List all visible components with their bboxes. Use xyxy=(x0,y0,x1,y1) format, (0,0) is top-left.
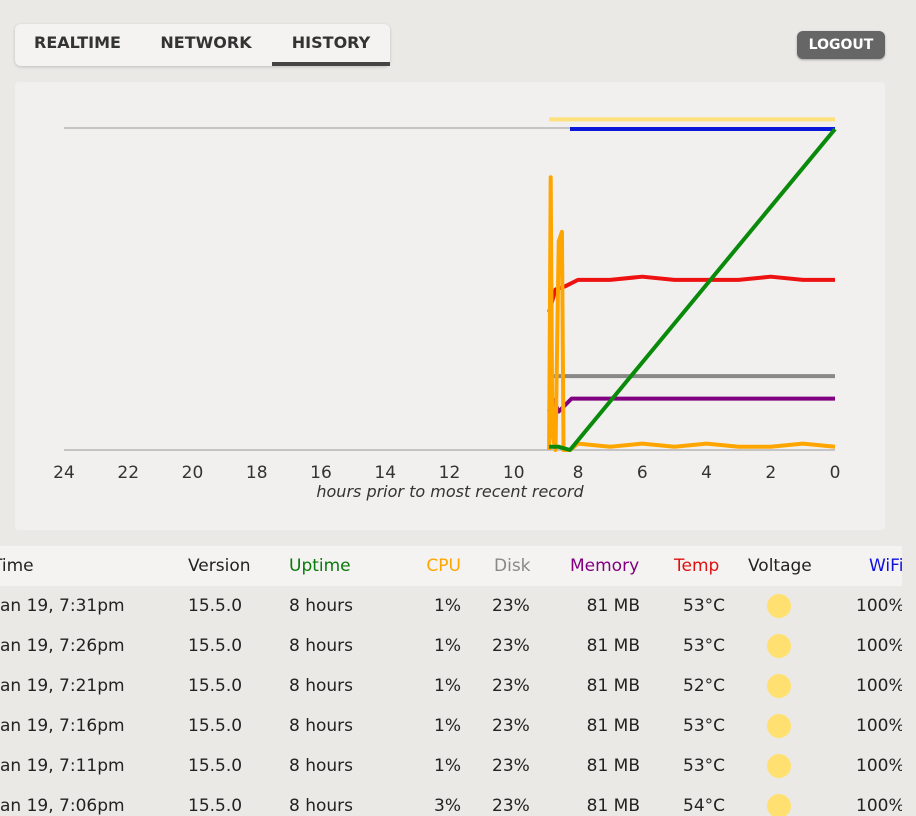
x-tick-label: 16 xyxy=(310,463,332,483)
table-cell: 23% xyxy=(492,796,530,816)
table-cell: 23% xyxy=(492,716,530,736)
x-tick-label: 12 xyxy=(439,463,461,483)
x-tick-label: 10 xyxy=(503,463,525,483)
table-cell: 8 hours xyxy=(289,756,354,776)
table-cell: 15.5.0 xyxy=(188,636,243,656)
table-cell: Jan 19, 7:16pm xyxy=(0,716,125,736)
x-tick-label: 2 xyxy=(765,463,776,483)
tab-active[interactable]: HISTORY xyxy=(272,24,390,66)
voltage-indicator xyxy=(767,634,791,658)
table-cell: 8 hours xyxy=(289,716,354,736)
table-cell: Jan 19, 7:11pm xyxy=(0,756,125,776)
voltage-indicator xyxy=(767,794,791,816)
x-tick-label: 22 xyxy=(117,463,139,483)
table-header xyxy=(0,546,902,586)
tab[interactable]: NETWORK xyxy=(160,33,252,52)
x-tick-label: 20 xyxy=(182,463,204,483)
x-tick-label: 18 xyxy=(246,463,268,483)
column-header: Version xyxy=(188,556,251,576)
table-cell: 100% xyxy=(856,636,902,656)
table-cell: 100% xyxy=(856,596,902,616)
column-header: Time xyxy=(0,556,34,576)
series-line xyxy=(547,175,836,452)
table-cell: 1% xyxy=(434,756,461,776)
table-cell: 53°C xyxy=(683,636,726,656)
table-cell: 23% xyxy=(492,596,530,616)
table-cell: 15.5.0 xyxy=(188,596,243,616)
table-cell: 53°C xyxy=(683,596,726,616)
table-cell: Jan 19, 7:06pm xyxy=(0,796,125,816)
table-cell: 53°C xyxy=(683,756,726,776)
x-tick-label: 8 xyxy=(573,463,584,483)
voltage-indicator xyxy=(767,594,791,618)
column-header: Temp xyxy=(674,556,720,576)
x-tick-label: 4 xyxy=(701,463,712,483)
column-header: CPU xyxy=(426,556,461,576)
column-header: Voltage xyxy=(748,556,812,576)
table-cell: 53°C xyxy=(683,716,726,736)
table-cell: 1% xyxy=(434,596,461,616)
voltage-indicator xyxy=(767,674,791,698)
table-cell: 54°C xyxy=(683,796,726,816)
voltage-indicator xyxy=(767,714,791,738)
column-header: Uptime xyxy=(289,556,351,576)
tab[interactable]: REALTIME xyxy=(34,33,121,52)
table-cell: 100% xyxy=(856,756,902,776)
x-axis-label: hours prior to most recent record xyxy=(316,482,584,501)
series-line xyxy=(547,274,835,313)
column-header: Memory xyxy=(570,556,640,576)
series-line xyxy=(547,396,835,414)
table-cell: 8 hours xyxy=(289,796,354,816)
table-cell: 81 MB xyxy=(586,716,640,736)
table-cell: 81 MB xyxy=(586,756,640,776)
table-cell: 3% xyxy=(434,796,461,816)
x-tick-label: 6 xyxy=(637,463,648,483)
table-cell: 8 hours xyxy=(289,636,354,656)
history-table: Time Version Uptime CPU Disk Memory Temp Voltag… xyxy=(0,546,902,816)
table-cell: 23% xyxy=(492,676,530,696)
table-cell: 1% xyxy=(434,636,461,656)
table-cell: 100% xyxy=(856,716,902,736)
table-cell: 100% xyxy=(856,796,902,816)
table-cell: 15.5.0 xyxy=(188,756,243,776)
table-cell: Jan 19, 7:26pm xyxy=(0,636,125,656)
table-cell: 1% xyxy=(434,716,461,736)
chart-card: hours prior to most recent record 24 22 20… xyxy=(15,82,885,530)
tab-bar: REALTIME NETWORK HISTORY xyxy=(15,24,390,66)
column-header: Disk xyxy=(494,556,531,576)
table-cell: 8 hours xyxy=(289,676,354,696)
table-cell: 23% xyxy=(492,756,530,776)
table-cell: Jan 19, 7:21pm xyxy=(0,676,125,696)
voltage-indicator xyxy=(767,754,791,778)
table-cell: 52°C xyxy=(683,676,726,696)
x-tick-label: 0 xyxy=(830,463,841,483)
table-cell: 81 MB xyxy=(586,636,640,656)
logout-button[interactable]: LOGOUT xyxy=(797,31,885,59)
x-tick-label: 24 xyxy=(53,463,75,483)
chart: hours prior to most recent record 24 22 20… xyxy=(53,117,841,501)
table-cell: 1% xyxy=(434,676,461,696)
series-line xyxy=(549,127,837,452)
table-cell: 81 MB xyxy=(586,796,640,816)
table-cell: 23% xyxy=(492,636,530,656)
table-cell: 15.5.0 xyxy=(188,796,243,816)
table-cell: 81 MB xyxy=(586,596,640,616)
x-tick-label: 14 xyxy=(374,463,396,483)
table-cell: 81 MB xyxy=(586,676,640,696)
table-cell: 15.5.0 xyxy=(188,676,243,696)
column-header: WiFi xyxy=(869,556,902,576)
table-cell: 8 hours xyxy=(289,596,354,616)
table-cell: 15.5.0 xyxy=(188,716,243,736)
table-cell: Jan 19, 7:31pm xyxy=(0,596,125,616)
table-cell: 100% xyxy=(856,676,902,696)
